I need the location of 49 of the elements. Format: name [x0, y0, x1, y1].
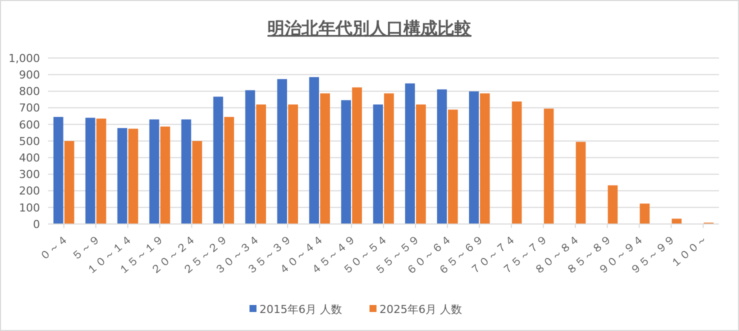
bar	[640, 204, 650, 224]
bar	[384, 93, 394, 224]
bar	[469, 91, 479, 224]
y-tick-label: 200	[19, 184, 40, 198]
bar	[256, 104, 266, 224]
y-tick-label: 0	[33, 218, 40, 231]
y-tick-label: 100	[19, 201, 40, 214]
bar	[53, 116, 64, 224]
bar	[224, 116, 234, 224]
bar	[85, 118, 96, 224]
bar	[309, 77, 320, 224]
bar	[245, 90, 256, 224]
bar	[149, 119, 160, 224]
y-tick-label: 1,000	[8, 52, 40, 65]
legend-label: 2015年6月 人数	[260, 302, 342, 316]
bar	[512, 101, 522, 224]
bar	[437, 89, 447, 224]
y-tick-label: 300	[19, 168, 40, 182]
bar	[416, 104, 426, 224]
legend-label: 2025年6月 人数	[380, 302, 462, 316]
bar	[672, 218, 682, 224]
bar	[128, 128, 138, 224]
bar	[117, 128, 128, 224]
bar	[448, 110, 458, 224]
y-tick-label: 400	[19, 151, 40, 164]
chart-title: 明治北年代別人口構成比較	[268, 19, 472, 39]
bar	[96, 118, 106, 224]
bar	[213, 96, 224, 224]
y-tick-label: 800	[19, 85, 40, 98]
bar	[576, 142, 586, 224]
bar	[608, 185, 618, 224]
bar	[288, 104, 298, 224]
x-tick-label: ０～４	[37, 232, 71, 264]
y-tick-label: 600	[19, 118, 40, 132]
bar	[192, 141, 202, 224]
y-tick-label: 500	[19, 134, 40, 148]
bar	[160, 126, 170, 224]
bar	[405, 83, 415, 224]
bar	[64, 141, 74, 224]
bar	[352, 87, 362, 224]
bar	[277, 79, 288, 224]
bar	[544, 108, 554, 224]
bar	[341, 100, 351, 224]
bar	[320, 93, 330, 224]
bar	[181, 119, 192, 224]
y-tick-label: 700	[19, 102, 40, 115]
y-tick-label: 900	[19, 68, 40, 82]
bar	[373, 104, 383, 224]
bar	[480, 93, 490, 224]
